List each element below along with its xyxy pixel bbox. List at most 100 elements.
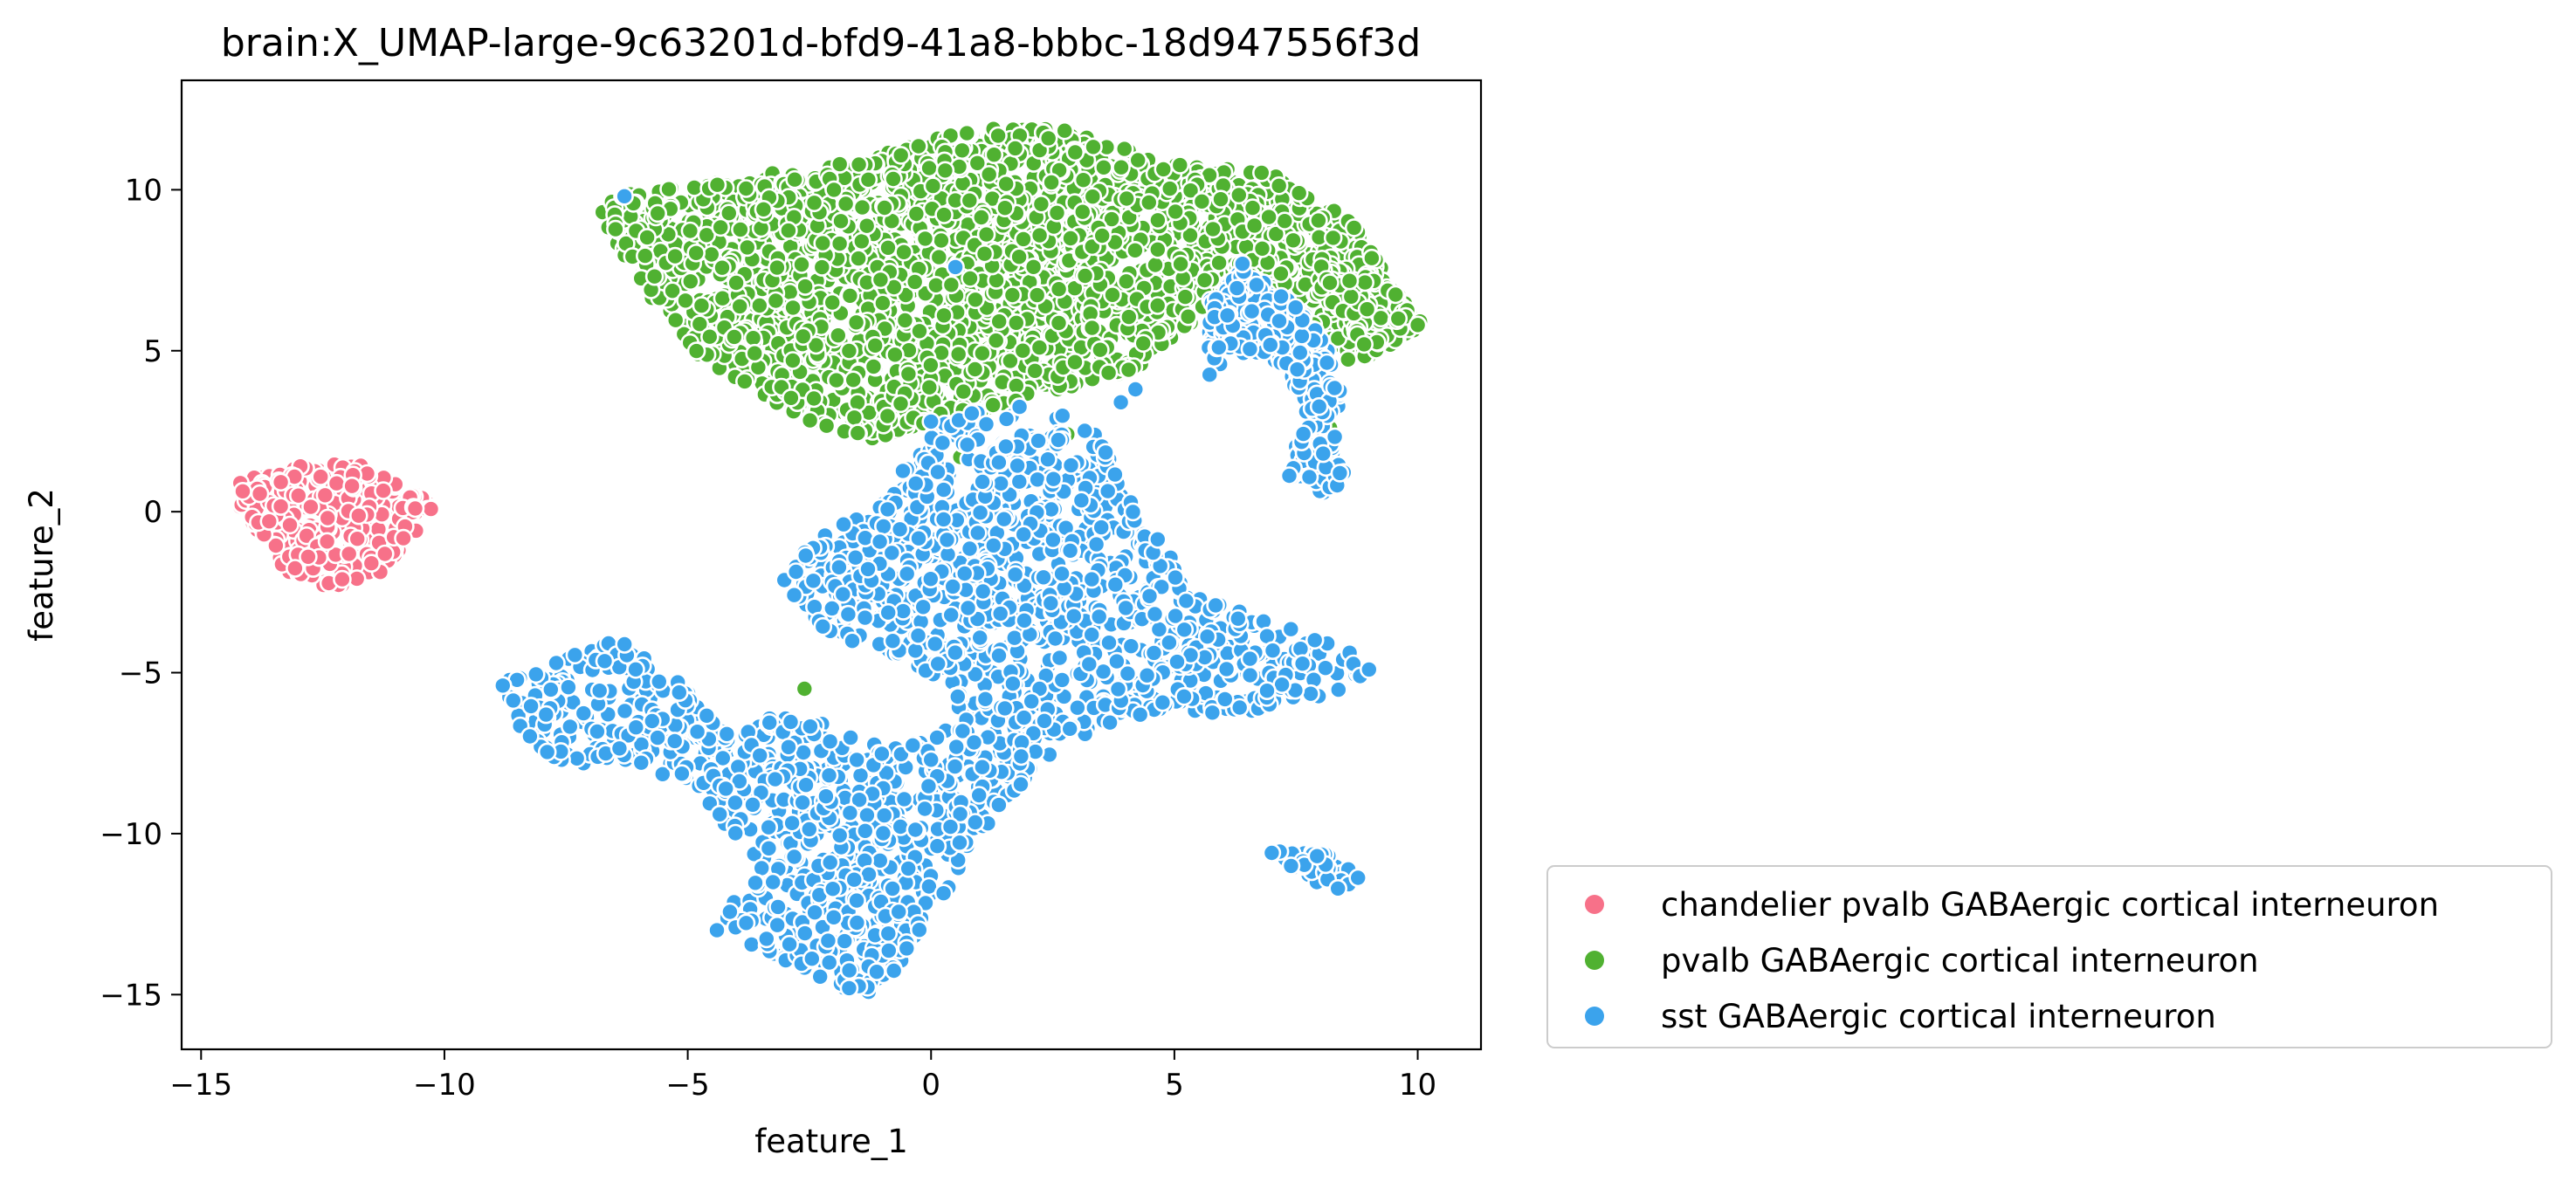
data-point [405,498,425,519]
data-point [1091,340,1110,360]
data-point [1065,142,1085,162]
data-point [1042,173,1061,192]
data-point [1094,158,1113,177]
data-point [736,179,756,198]
data-point [713,288,733,308]
data-point [1013,340,1033,361]
data-point [932,230,951,251]
data-point [1357,299,1377,320]
data-point [362,553,382,574]
data-point [233,481,252,501]
data-point [342,476,362,496]
data-point [743,328,763,348]
data-point [680,221,700,241]
data-point [1119,360,1139,380]
data-point [1289,183,1309,203]
data-point [983,395,1002,415]
data-point [891,146,911,165]
data-point [961,269,980,288]
data-point [846,313,866,333]
data-point [266,536,286,555]
data-point [1099,363,1119,382]
data-point [734,372,754,391]
data-point [813,233,833,253]
data-point [960,190,980,210]
data-point [374,481,393,500]
data-point [988,126,1008,146]
data-point [899,364,919,384]
data-point [1323,228,1343,248]
data-point [1002,285,1023,305]
data-point [852,197,872,217]
data-point [1354,334,1374,354]
data-point [333,569,352,589]
data-point [394,528,413,548]
data-point [1229,185,1249,205]
data-point [1154,160,1174,179]
data-point [975,244,995,264]
data-point [1140,193,1159,212]
data-point [979,165,999,184]
data-point [1192,192,1212,211]
data-point [299,546,318,567]
data-point [986,331,1006,350]
data-point [1166,202,1185,222]
data-point [421,499,441,519]
data-point [1252,163,1271,182]
data-point [348,505,368,526]
data-point [606,219,625,239]
data-point [884,169,903,189]
data-point [894,242,913,262]
data-point [1408,315,1428,335]
data-point [823,292,843,313]
data-point [800,410,820,430]
data-point [857,216,877,236]
data-point [1119,307,1139,326]
data-point [785,169,804,189]
data-point [844,370,864,390]
data-point [934,306,954,326]
points-layer [231,119,1429,1001]
data-point [1309,210,1328,230]
data-point [1341,286,1361,306]
data-point [644,266,665,286]
data-point [996,174,1016,194]
data-point [966,290,985,310]
data-point [730,297,750,316]
data-point [665,246,685,266]
data-point [1320,273,1340,292]
data-point [921,355,940,375]
data-point [926,275,946,295]
data-point [1065,352,1085,372]
data-point [830,155,850,174]
data-point [1271,264,1291,284]
data-point [713,258,732,278]
data-point [686,243,706,263]
data-point [858,170,878,189]
data-point [259,512,279,532]
data-point [824,180,844,200]
data-point [849,155,869,175]
data-point [920,158,939,178]
data-point [871,270,891,290]
data-point [665,310,685,330]
data-point [873,293,892,313]
data-point [976,224,996,244]
data-point [1160,179,1180,198]
data-point [875,198,894,217]
data-point [1082,318,1102,338]
data-point [318,508,338,528]
data-point [648,203,668,223]
data-point [1103,285,1122,305]
data-point [844,408,864,428]
data-point [727,273,746,292]
data-point [711,217,731,237]
data-point [1340,271,1360,291]
data-point [840,285,860,306]
data-point [1075,421,1094,441]
data-point [1362,248,1381,268]
data-point [1170,155,1190,175]
data-point [895,311,915,330]
data-point [725,327,744,347]
